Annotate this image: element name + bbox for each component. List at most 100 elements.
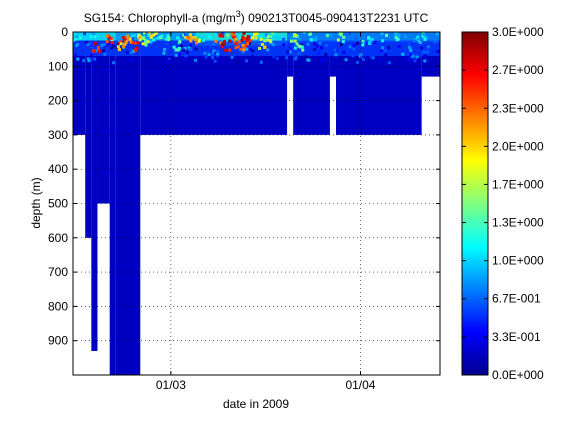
- patch-28: [394, 32, 401, 42]
- patch-point: [146, 40, 150, 44]
- patch-point: [116, 45, 120, 49]
- speckle-point: [352, 47, 356, 51]
- speckle-point: [141, 34, 145, 38]
- speckle-point: [385, 33, 389, 37]
- patch-point: [92, 49, 96, 53]
- speckle-point: [433, 40, 437, 44]
- speckle-point: [129, 58, 133, 62]
- y-tick-label: 300: [48, 128, 68, 142]
- patch-point: [232, 35, 236, 39]
- patch-point: [221, 34, 225, 38]
- speckle-point: [412, 39, 416, 43]
- patch-point: [234, 41, 238, 45]
- speckle-point: [216, 32, 220, 34]
- speckle-point: [295, 34, 299, 38]
- patch-1: [105, 34, 114, 45]
- patch-point: [172, 45, 176, 49]
- speckle-point: [325, 33, 329, 37]
- y-axis-title: depth (m): [29, 177, 43, 228]
- speckle-point: [407, 42, 411, 46]
- speckle-point: [224, 39, 228, 43]
- speckle-point: [216, 54, 220, 58]
- speckle-point: [167, 57, 171, 61]
- patch-point: [117, 42, 121, 46]
- speckle-point: [329, 33, 333, 37]
- sampled-region-4: [109, 32, 116, 375]
- patch-13: [214, 33, 225, 45]
- patch-14: [220, 39, 232, 52]
- x-tick-label: 01/03: [156, 378, 186, 392]
- speckle-point: [156, 36, 160, 40]
- speckle-point: [313, 47, 317, 51]
- speckle-point: [110, 46, 114, 50]
- patch-point: [310, 38, 314, 42]
- speckle-point: [188, 47, 192, 51]
- colorbar: [461, 31, 489, 376]
- patch-point: [148, 32, 152, 34]
- speckle-point: [179, 44, 183, 48]
- speckle-point: [297, 51, 301, 55]
- y-tick-label: 100: [48, 59, 68, 73]
- speckle-point: [245, 47, 249, 51]
- patch-point: [178, 40, 182, 44]
- speckle-point: [425, 50, 429, 54]
- patch-point: [293, 39, 297, 43]
- speckle-point: [100, 43, 104, 47]
- speckle-point: [139, 36, 143, 40]
- patch-18: [239, 44, 248, 52]
- patch-point: [142, 36, 146, 40]
- speckle-point: [361, 57, 365, 61]
- speckle-point: [340, 42, 344, 46]
- patch-point: [417, 39, 421, 43]
- speckle-point: [130, 48, 134, 52]
- patch-26: [336, 32, 346, 44]
- speckle-point: [286, 50, 290, 54]
- y-tick-label: 400: [48, 162, 68, 176]
- patch-point: [260, 43, 264, 47]
- speckle-point: [183, 33, 187, 37]
- speckle-point: [354, 57, 358, 61]
- speckle-point: [221, 32, 225, 35]
- patch-point: [214, 39, 218, 43]
- speckle-point: [73, 32, 76, 35]
- patch-point: [423, 37, 427, 41]
- speckle-point: [203, 51, 207, 55]
- patch-point: [394, 35, 398, 39]
- speckle-point: [410, 55, 414, 59]
- patch-point: [190, 36, 194, 40]
- patch-point: [119, 42, 123, 46]
- speckle-point: [293, 57, 297, 61]
- speckle-point: [272, 32, 276, 35]
- speckle-point: [204, 55, 208, 59]
- patch-point: [242, 48, 246, 52]
- chart-title: SG154: Chlorophyll-a (mg/m3) 090213T0045…: [84, 9, 429, 25]
- speckle-point: [213, 50, 217, 54]
- speckle-point: [413, 59, 417, 63]
- speckle-point: [355, 41, 359, 45]
- patch-point: [293, 46, 297, 50]
- colorbar-tick-label: 2.3E+000: [492, 101, 544, 115]
- speckle-point: [248, 42, 252, 46]
- patch-point: [258, 46, 262, 50]
- speckle-point: [379, 49, 383, 53]
- sampled-region-5: [115, 32, 141, 375]
- speckle-point: [132, 49, 136, 53]
- speckle-point: [259, 34, 263, 38]
- speckle-point: [251, 55, 255, 59]
- patch-21: [258, 37, 267, 50]
- patch-point: [193, 37, 197, 41]
- speckle-point: [226, 33, 230, 37]
- patch-4: [124, 34, 133, 45]
- speckle-point: [381, 46, 385, 50]
- speckle-point: [426, 45, 430, 49]
- patch-point: [167, 38, 171, 42]
- speckle-point: [404, 35, 408, 39]
- patch-point: [141, 42, 145, 46]
- patch-point: [138, 38, 142, 42]
- speckle-point: [147, 33, 151, 37]
- y-tick-label: 500: [48, 197, 68, 211]
- speckle-point: [74, 37, 78, 41]
- patch-point: [220, 45, 224, 49]
- speckle-point: [110, 39, 114, 43]
- speckle-point: [351, 54, 355, 58]
